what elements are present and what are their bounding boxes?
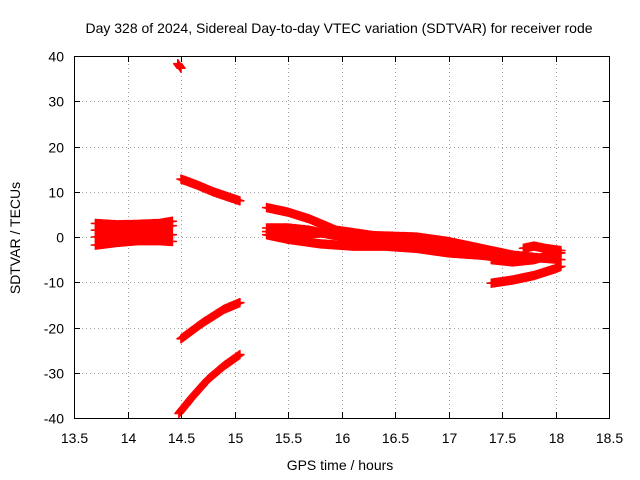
y-axis-label: SDTVAR / TECUs xyxy=(7,182,23,294)
series-arc-4 xyxy=(90,235,178,250)
x-tick-label: 15 xyxy=(228,430,244,446)
series-markers xyxy=(173,58,186,73)
series-markers xyxy=(174,349,245,419)
y-tick-label: -30 xyxy=(44,366,64,382)
series-markers xyxy=(176,174,245,206)
y-tick-label: 40 xyxy=(48,49,64,65)
series-arc-12 xyxy=(261,226,464,254)
x-tick-label: 17 xyxy=(442,430,458,446)
x-tick-label: 18.5 xyxy=(596,430,623,446)
y-tick-label: 0 xyxy=(56,230,64,246)
series-arc-2 xyxy=(90,220,178,235)
series-markers xyxy=(518,241,566,256)
series-arc-15 xyxy=(518,241,566,256)
series-arc-6 xyxy=(176,174,245,206)
series-markers xyxy=(90,235,178,250)
y-tick-label: 20 xyxy=(48,140,64,156)
series-arc-7 xyxy=(176,297,245,344)
series-arc-8 xyxy=(174,349,245,419)
x-tick-label: 18 xyxy=(549,430,565,446)
series-arc-5 xyxy=(173,58,186,73)
series-arc-13 xyxy=(486,261,566,288)
x-tick-label: 13.5 xyxy=(61,430,88,446)
x-tick-label: 14.5 xyxy=(168,430,195,446)
y-tick-layer: -40 -30 -20 -10 0 10 20 30 40 xyxy=(44,49,609,427)
y-tick-label: 30 xyxy=(48,94,64,110)
y-tick-label: -20 xyxy=(44,321,64,337)
y-tick-label: -40 xyxy=(44,411,64,427)
series-layer xyxy=(90,58,566,419)
series-markers xyxy=(486,261,566,288)
y-tick-label: 10 xyxy=(48,185,64,201)
series-markers xyxy=(176,297,245,344)
x-tick-layer: 13.5 14 14.5 15 15.5 16 16.5 17 17.5 18 18.5 xyxy=(61,56,623,446)
x-tick-label: 16 xyxy=(335,430,351,446)
y-tick-label: -10 xyxy=(44,275,64,291)
x-tick-label: 14 xyxy=(121,430,137,446)
series-markers xyxy=(90,220,178,235)
x-tick-label: 15.5 xyxy=(275,430,302,446)
chart-title: Day 328 of 2024, Sidereal Day-to-day VTE… xyxy=(85,20,592,36)
series-markers xyxy=(261,226,464,254)
x-tick-label: 17.5 xyxy=(489,430,516,446)
x-tick-label: 16.5 xyxy=(382,430,409,446)
x-axis-label: GPS time / hours xyxy=(287,457,394,473)
